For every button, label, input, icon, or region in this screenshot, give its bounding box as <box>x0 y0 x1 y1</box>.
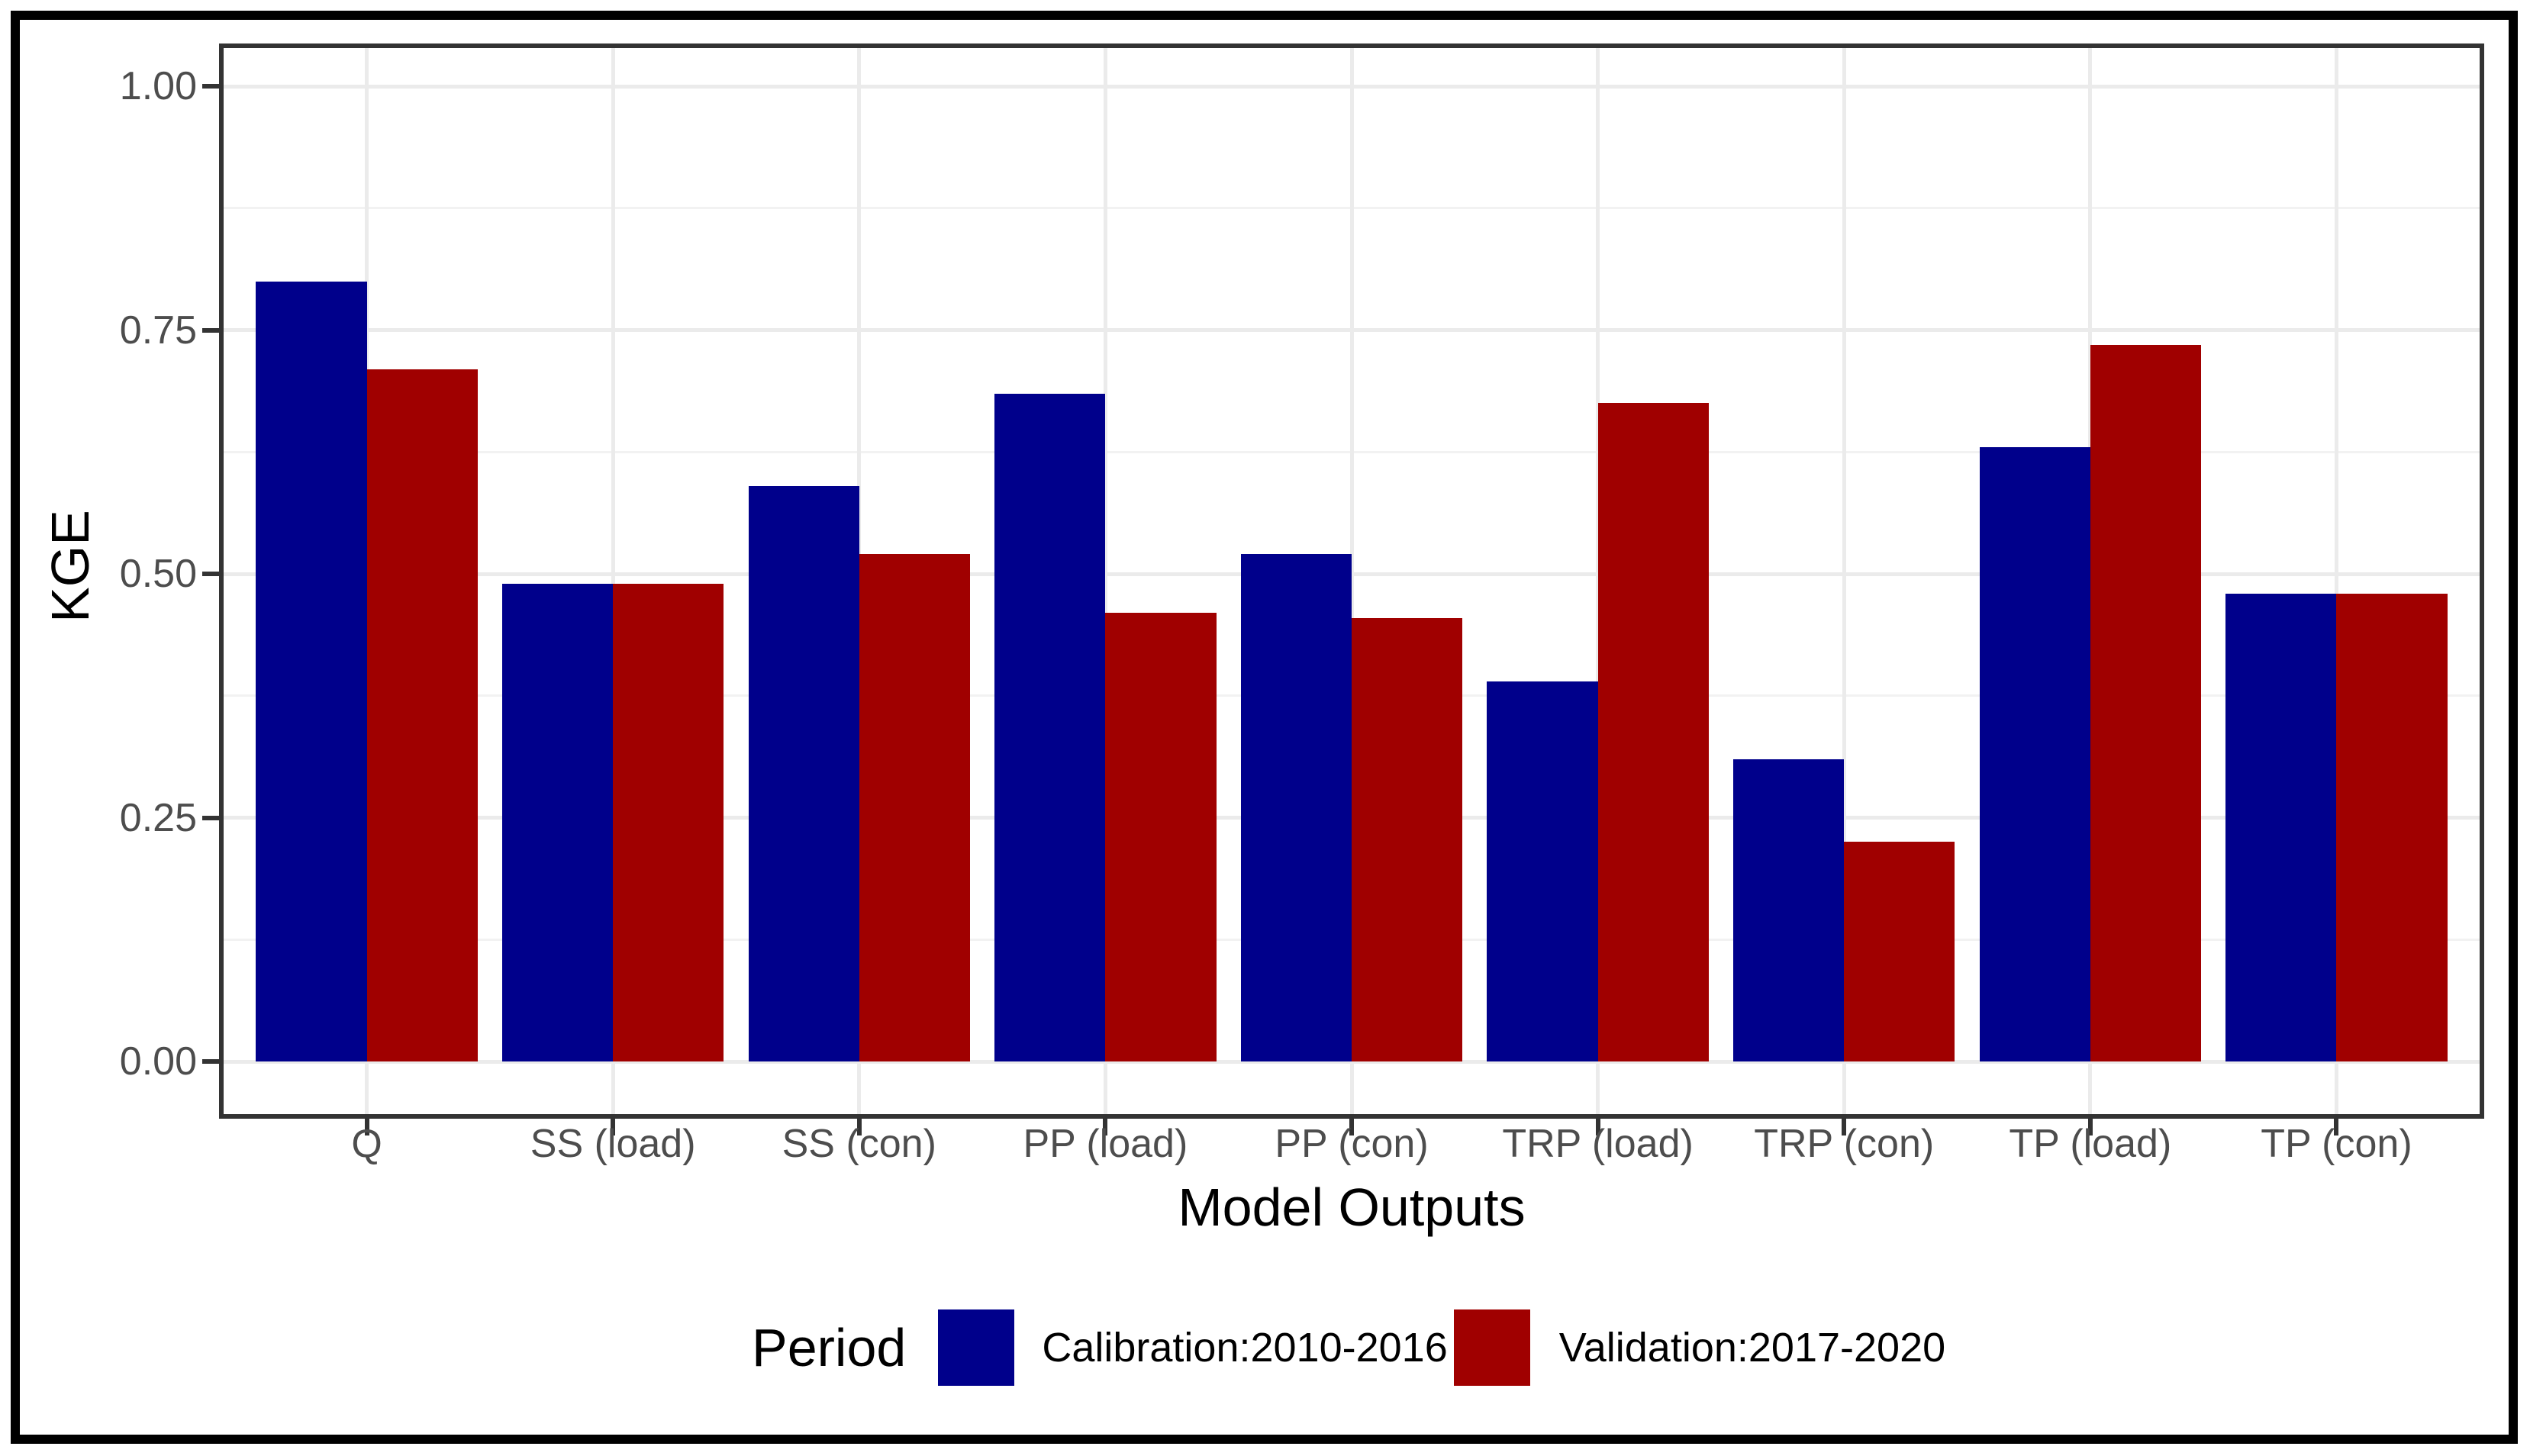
legend-swatch-calibration <box>938 1309 1015 1386</box>
bar-calibration-TRP (load) <box>1487 681 1598 1061</box>
x-tick-label-PP (con): PP (con) <box>1275 1122 1429 1166</box>
bar-calibration-TRP (con) <box>1733 759 1845 1061</box>
legend-label-calibration: Calibration:2010-2016 <box>1042 1325 1448 1371</box>
y-axis-title: KGE <box>40 510 100 623</box>
bar-validation-PP (con) <box>1352 617 1463 1061</box>
y-tick-label-0.50: 0.50 <box>119 552 197 596</box>
bar-calibration-Q <box>256 281 367 1061</box>
x-tick-label-Q: Q <box>351 1122 382 1166</box>
x-tick-TRP (load) <box>1595 1119 1600 1135</box>
x-tick-TP (con) <box>2334 1119 2339 1135</box>
x-tick-label-TRP (con): TRP (con) <box>1754 1122 1935 1166</box>
legend-title: Period <box>752 1318 907 1377</box>
x-tick-Q <box>364 1119 369 1135</box>
x-tick-label-TP (con): TP (con) <box>2261 1122 2412 1166</box>
gridline-x-TRP (con) <box>1842 43 1846 1119</box>
bar-validation-SS (con) <box>859 554 970 1061</box>
x-tick-label-TP (load): TP (load) <box>2009 1122 2172 1166</box>
x-tick-label-SS (load): SS (load) <box>530 1122 696 1166</box>
y-tick-0.00 <box>202 1059 219 1064</box>
bars-layer <box>219 43 2484 1119</box>
bar-calibration-SS (con) <box>748 485 859 1061</box>
y-tick-label-1.00: 1.00 <box>119 64 197 108</box>
x-tick-TRP (con) <box>1842 1119 1847 1135</box>
bar-calibration-SS (load) <box>502 583 614 1061</box>
gridline-x-TP (con) <box>2334 43 2338 1119</box>
x-tick-label-SS (con): SS (con) <box>782 1122 936 1166</box>
y-tick-label-0.25: 0.25 <box>119 795 197 840</box>
gridline-x-SS (load) <box>611 43 615 1119</box>
y-tick-label-0.00: 0.00 <box>119 1039 197 1084</box>
y-tick-0.50 <box>202 572 219 576</box>
bar-calibration-TP (con) <box>2225 593 2337 1061</box>
legend-label-validation: Validation:2017-2020 <box>1558 1325 1946 1371</box>
bar-validation-TP (load) <box>2090 344 2201 1061</box>
x-tick-TP (load) <box>2087 1119 2093 1135</box>
bar-validation-Q <box>366 369 478 1061</box>
legend: Period Calibration:2010-2016 Validation:… <box>752 1309 1945 1386</box>
y-tick-0.25 <box>202 815 219 820</box>
gridline-x-PP (load) <box>1103 43 1107 1119</box>
y-tick-label-0.75: 0.75 <box>119 308 197 353</box>
bar-calibration-TP (load) <box>1979 446 2090 1061</box>
gridline-x-PP (con) <box>1349 43 1354 1119</box>
x-tick-label-TRP (load): TRP (load) <box>1502 1122 1694 1166</box>
x-tick-SS (load) <box>611 1119 616 1135</box>
bar-validation-TP (con) <box>2336 593 2448 1061</box>
x-tick-PP (con) <box>1349 1119 1354 1135</box>
bar-validation-SS (load) <box>613 583 724 1061</box>
bar-calibration-PP (con) <box>1240 554 1352 1061</box>
x-tick-PP (load) <box>1103 1119 1108 1135</box>
bar-validation-TRP (con) <box>1844 842 1955 1061</box>
bar-validation-TRP (load) <box>1597 403 1709 1061</box>
panel-border <box>219 43 2484 1119</box>
x-tick-SS (con) <box>856 1119 862 1135</box>
y-tick-0.75 <box>202 327 219 333</box>
bar-calibration-PP (load) <box>994 393 1106 1061</box>
x-tick-label-PP (load): PP (load) <box>1023 1122 1188 1166</box>
x-axis-title: Model Outputs <box>1178 1177 1526 1237</box>
y-tick-1.00 <box>202 84 219 89</box>
legend-swatch-validation <box>1453 1309 1530 1386</box>
bar-validation-PP (load) <box>1105 613 1217 1061</box>
